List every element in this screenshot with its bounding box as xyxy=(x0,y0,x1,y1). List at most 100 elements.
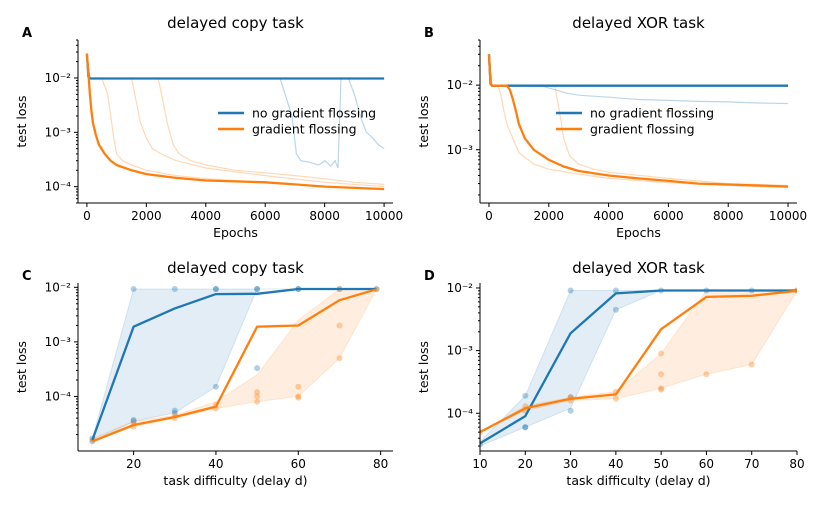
run-point-orange xyxy=(612,395,619,402)
x-axis-label: Epochs xyxy=(213,225,258,240)
x-tick-label: 0 xyxy=(485,209,493,223)
run-point-blue xyxy=(612,287,619,294)
run-point-orange xyxy=(658,385,665,392)
run-point-blue xyxy=(254,286,261,292)
x-axis-label: task difficulty (delay d) xyxy=(163,473,307,488)
panel-label: B xyxy=(424,26,434,41)
series-line-blue xyxy=(480,289,797,445)
run-point-orange xyxy=(336,322,343,329)
x-tick-label: 4000 xyxy=(191,209,222,223)
series-line-orange xyxy=(480,289,797,434)
run-point-orange xyxy=(295,393,302,400)
y-axis-label: test loss xyxy=(416,95,431,147)
run-point-orange xyxy=(254,389,261,396)
plot-area xyxy=(89,286,380,445)
run-point-orange xyxy=(254,393,261,400)
x-tick-label: 30 xyxy=(563,457,578,471)
run-point-blue xyxy=(212,286,219,292)
run-line-blue xyxy=(488,59,789,105)
run-point-orange xyxy=(658,371,665,378)
run-point-blue xyxy=(254,286,261,292)
x-tick-label: 6000 xyxy=(250,209,281,223)
x-tick-label: 20 xyxy=(518,457,533,471)
legend-entry: gradient flossing xyxy=(590,122,695,137)
y-tick-label: 10⁻³ xyxy=(447,344,474,358)
x-axis-label: task difficulty (delay d) xyxy=(566,473,710,488)
run-point-orange xyxy=(748,361,755,368)
panel-label: A xyxy=(22,26,32,41)
run-point-orange xyxy=(295,394,302,401)
run-point-orange xyxy=(658,386,665,393)
run-point-blue xyxy=(254,365,261,372)
series-line-blue xyxy=(487,54,788,87)
y-tick-label: 10⁻⁴ xyxy=(447,406,474,420)
x-tick-label: 2000 xyxy=(131,209,162,223)
x-tick-label: 40 xyxy=(608,457,623,471)
x-tick-label: 8000 xyxy=(713,209,744,223)
y-tick-label: 10⁻² xyxy=(447,281,474,295)
run-point-blue xyxy=(130,286,137,292)
plot-area xyxy=(480,287,797,448)
panel-c: 20 40 60 80 10⁻⁴ 10⁻³ 10⁻² delayed copy task tas… xyxy=(14,259,393,488)
run-point-blue xyxy=(171,407,178,414)
run-point-blue xyxy=(171,409,178,416)
y-axis-label: test loss xyxy=(14,95,29,147)
series-line-orange xyxy=(91,288,377,443)
x-tick-label: 20 xyxy=(126,457,141,471)
x-axis-label: Epochs xyxy=(616,225,661,240)
x-tick-label: 10 xyxy=(472,457,487,471)
run-point-orange xyxy=(295,383,302,390)
panel-a: 0 2000 4000 6000 8000 10000 10⁻⁴ 10⁻³ 10⁻² delaye… xyxy=(14,14,403,240)
x-tick-label: 60 xyxy=(291,457,306,471)
run-point-blue xyxy=(522,392,529,399)
band-orange xyxy=(480,290,797,433)
run-line-orange xyxy=(86,56,385,185)
x-tick-label: 4000 xyxy=(593,209,624,223)
x-tick-label: 8000 xyxy=(309,209,340,223)
y-tick-label: 10⁻² xyxy=(45,280,72,294)
x-tick-label: 80 xyxy=(373,457,388,471)
run-point-blue xyxy=(612,306,619,313)
y-tick-label: 10⁻³ xyxy=(447,143,474,157)
plot-area xyxy=(85,53,385,191)
y-tick-label: 10⁻³ xyxy=(45,125,72,139)
chart-title: delayed XOR task xyxy=(572,14,705,32)
run-point-blue xyxy=(130,418,137,425)
x-tick-label: 80 xyxy=(789,457,804,471)
plot-area xyxy=(487,54,789,189)
x-tick-label: 50 xyxy=(654,457,669,471)
x-tick-label: 2000 xyxy=(534,209,565,223)
panel-b: 0 2000 4000 6000 8000 10000 10⁻³ 10⁻² delayed XO… xyxy=(416,14,807,240)
chart-title: delayed XOR task xyxy=(572,259,705,277)
run-point-blue xyxy=(130,417,137,423)
y-tick-label: 10⁻⁴ xyxy=(45,389,72,403)
run-point-orange xyxy=(703,371,710,378)
run-line-blue xyxy=(86,56,385,169)
run-point-orange xyxy=(658,350,665,357)
run-point-blue xyxy=(522,424,529,431)
run-point-orange xyxy=(336,355,343,362)
y-axis-label: test loss xyxy=(14,341,29,393)
y-tick-label: 10⁻² xyxy=(45,71,72,85)
x-tick-label: 70 xyxy=(744,457,759,471)
y-tick-label: 10⁻³ xyxy=(45,335,72,349)
series-line-orange xyxy=(487,54,789,188)
y-axis-label: test loss xyxy=(416,341,431,393)
series-line-orange xyxy=(85,53,385,191)
run-point-blue xyxy=(567,407,574,414)
x-tick-label: 10000 xyxy=(769,209,807,223)
legend-entry: no gradient flossing xyxy=(252,106,376,121)
panel-label: C xyxy=(22,269,32,284)
run-point-blue xyxy=(171,286,178,292)
series-line-blue xyxy=(91,287,377,441)
run-point-blue xyxy=(212,383,219,390)
panel-d: 10 20 30 40 50 60 70 80 10⁻⁴ 10⁻³ 10⁻² delayed XOR … xyxy=(416,259,805,488)
y-tick-label: 10⁻⁴ xyxy=(45,180,72,194)
series-line-blue xyxy=(85,53,385,80)
run-line-orange xyxy=(488,59,789,189)
x-tick-label: 6000 xyxy=(653,209,684,223)
run-point-blue xyxy=(567,287,574,294)
